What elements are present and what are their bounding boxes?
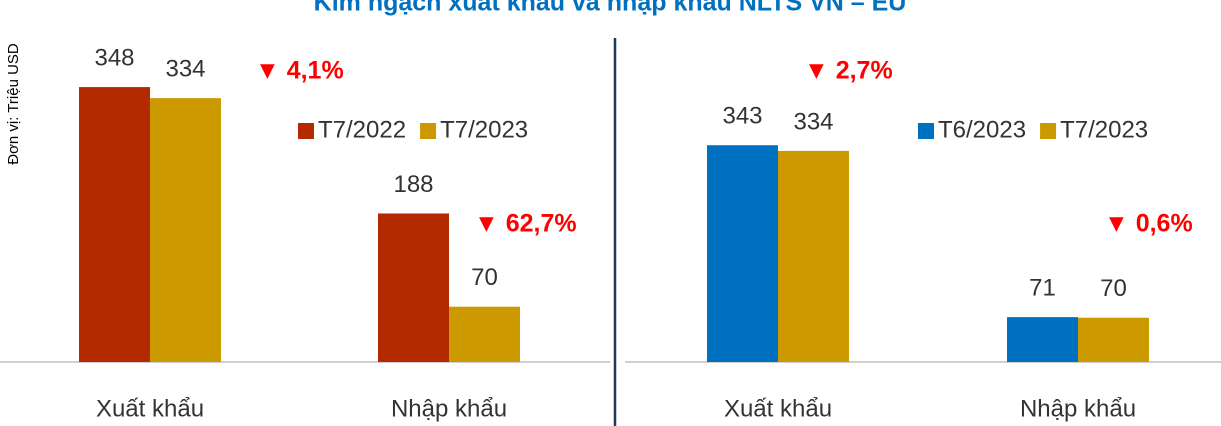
bar: [378, 213, 449, 362]
x-tick-label: Nhập khẩu: [1020, 395, 1136, 422]
legend-swatch: [420, 123, 437, 139]
legend-swatch: [1040, 123, 1057, 139]
bar: [707, 145, 778, 362]
data-label: 343: [722, 103, 762, 130]
data-label: 188: [393, 171, 433, 198]
bar: [1007, 317, 1078, 362]
annotation: ▼ 62,7%: [474, 210, 577, 238]
bar: [150, 98, 221, 362]
data-label: 334: [165, 55, 205, 82]
data-label: 70: [471, 264, 498, 291]
data-label: 348: [94, 44, 134, 71]
legend-swatch: [918, 123, 934, 139]
data-label: 71: [1029, 274, 1056, 301]
bar: [1078, 317, 1149, 362]
annotation: ▼ 0,6%: [1104, 210, 1193, 238]
legend-swatch: [298, 123, 314, 139]
legend-label: T6/2023: [938, 116, 1026, 143]
bar: [778, 150, 849, 362]
legend-label: T7/2023: [440, 116, 528, 143]
data-label: 70: [1100, 275, 1127, 302]
bar: [79, 87, 150, 362]
annotation: ▼ 2,7%: [804, 57, 893, 85]
legend-label: T7/2023: [1060, 116, 1148, 143]
y-axis-label: Đơn vị: Triệu USD: [5, 43, 22, 165]
legend-label: T7/2022: [318, 116, 406, 143]
bar: [449, 306, 520, 362]
data-label: 334: [793, 108, 833, 135]
x-tick-label: Xuất khẩu: [724, 395, 832, 422]
chart-title: Kim ngạch xuất khẩu và nhập khẩu NLTS VN…: [314, 0, 907, 17]
x-tick-label: Xuất khẩu: [96, 395, 204, 422]
annotation: ▼ 4,1%: [255, 57, 344, 85]
x-tick-label: Nhập khẩu: [391, 395, 507, 422]
